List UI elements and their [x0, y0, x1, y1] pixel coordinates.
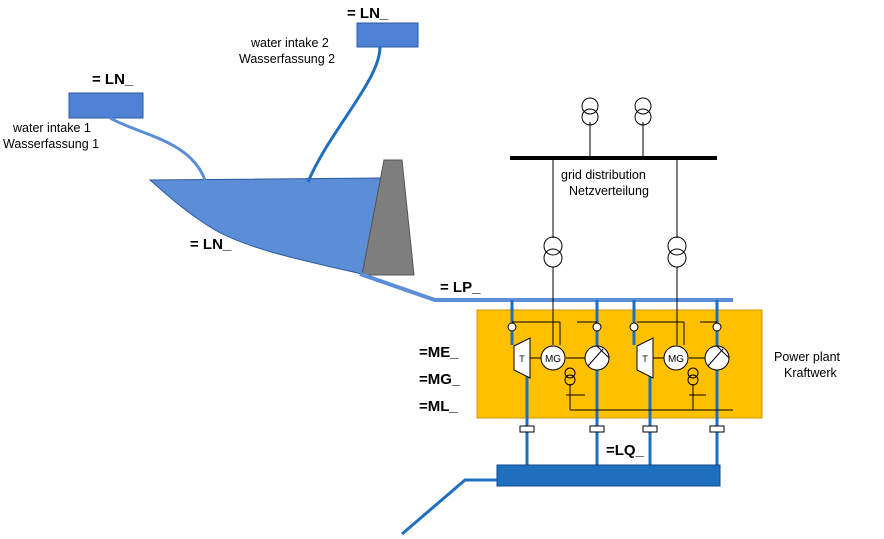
transformer-upper-2 [634, 97, 652, 158]
label-mg-unit2: MG [668, 354, 684, 365]
label-intake2-en: water intake 2 [250, 36, 329, 50]
intake-1-channel [109, 116, 207, 181]
excitation-transformer-1 [564, 367, 576, 386]
water-intake-2-box [356, 22, 419, 48]
label-lq: =LQ_ [606, 442, 645, 459]
label-intake1-de: Wasserfassung 1 [3, 137, 99, 151]
label-intake1-en: water intake 1 [12, 121, 91, 135]
turbine-1 [513, 337, 531, 379]
turbine-2 [636, 337, 654, 379]
lower-basin [496, 464, 721, 487]
unit-2-electrical-line [667, 158, 687, 345]
label-lp: = LP_ [440, 279, 481, 296]
motor-generator-1 [540, 345, 566, 371]
valves-upper [507, 322, 722, 332]
label-grid-de: Netzverteilung [569, 184, 649, 198]
label-plant-en: Power plant [774, 350, 841, 364]
label-ln-intake2: = LN_ [347, 5, 389, 22]
valves-lower [519, 425, 725, 433]
pump-2 [704, 345, 730, 371]
label-ml: =ML_ [419, 398, 458, 415]
label-turbine1: T [519, 354, 525, 364]
label-me: =ME_ [419, 344, 459, 361]
dam [361, 159, 415, 276]
label-mg-unit1: MG [545, 354, 561, 365]
excitation-transformer-2 [687, 367, 699, 386]
unit-internals [512, 321, 733, 411]
water-intake-1-box [68, 92, 144, 119]
label-plant-de: Kraftwerk [784, 366, 838, 380]
label-grid-en: grid distribution [561, 168, 646, 182]
label-intake2-de: Wasserfassung 2 [239, 52, 335, 66]
label-turbine2: T [642, 354, 648, 364]
label-ln-intake1: = LN_ [92, 71, 134, 88]
intake-2-channel [306, 46, 382, 183]
pump-1 [584, 345, 610, 371]
label-ln-reservoir: = LN_ [190, 236, 232, 253]
tailrace [401, 478, 497, 536]
upper-reservoir [148, 177, 386, 275]
unit-1-electrical-line [543, 158, 563, 345]
transformer-upper-1 [581, 97, 599, 158]
label-mg: =MG_ [419, 371, 461, 388]
motor-generator-2 [663, 345, 689, 371]
